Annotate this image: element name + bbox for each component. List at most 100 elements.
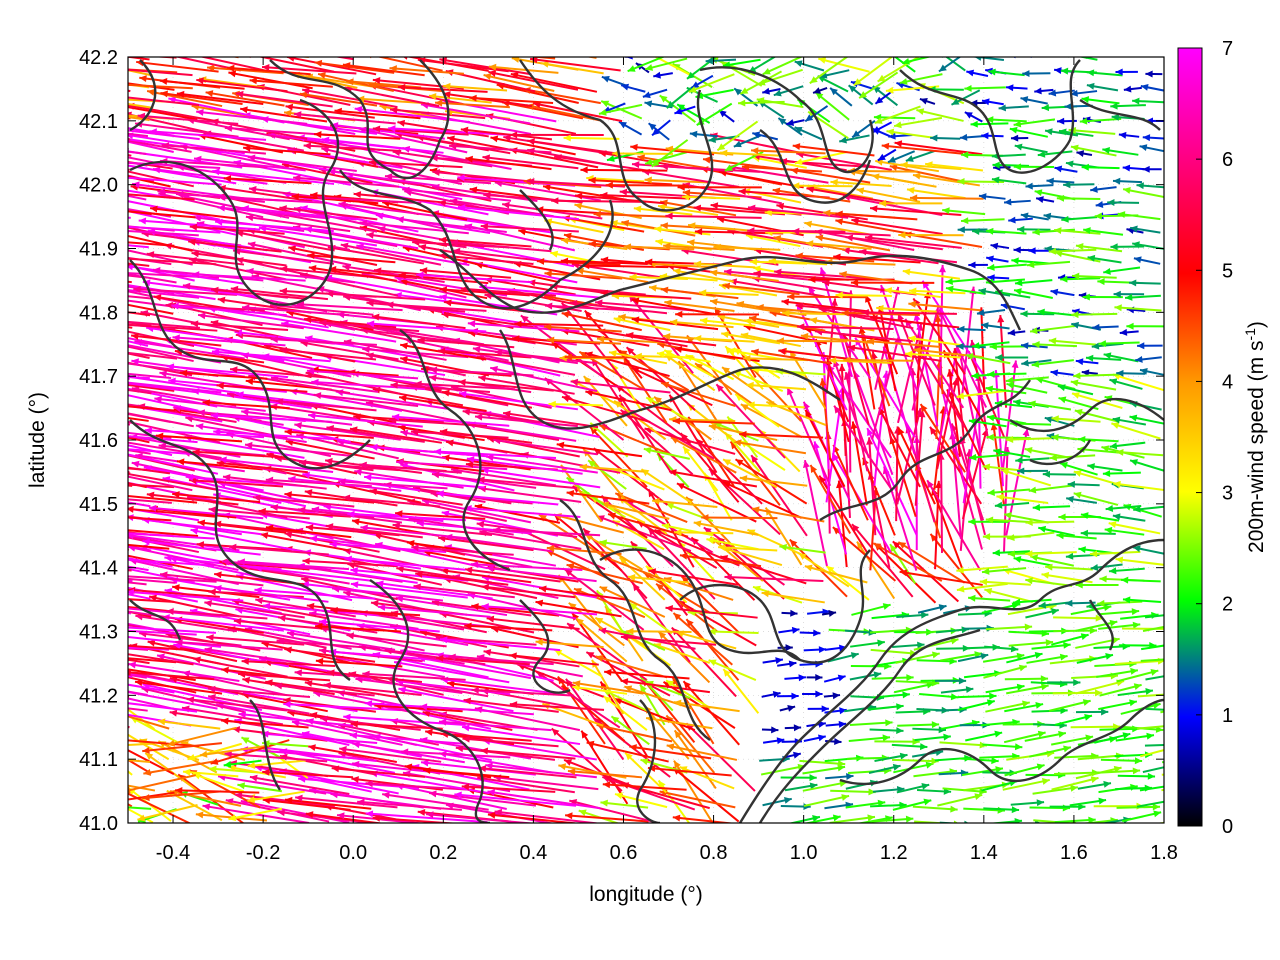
wind-arrow	[988, 68, 1025, 77]
wind-arrow	[293, 111, 396, 125]
wind-arrow	[546, 336, 622, 345]
wind-arrow	[998, 104, 1029, 112]
wind-arrow	[247, 154, 357, 172]
wind-arrow	[455, 745, 556, 761]
wind-arrow	[1070, 604, 1112, 616]
wind-arrow	[128, 803, 133, 808]
wind-arrow	[128, 83, 193, 90]
wind-arrow	[342, 494, 441, 508]
wind-arrow	[1031, 359, 1074, 368]
contour-line	[839, 698, 1164, 786]
wind-arrow	[311, 378, 426, 391]
wind-arrow	[204, 646, 312, 666]
wind-arrow	[464, 566, 561, 583]
wind-arrow	[871, 674, 914, 682]
wind-arrow	[1112, 513, 1146, 522]
wind-arrow	[624, 752, 667, 794]
wind-arrow	[546, 545, 622, 555]
wind-arrow	[919, 693, 959, 701]
wind-arrow	[133, 285, 237, 296]
wind-arrow	[1025, 577, 1073, 587]
wind-arrow	[223, 759, 262, 768]
wind-arrow	[1054, 816, 1096, 823]
wind-arrow	[716, 536, 785, 600]
contour-line	[1088, 599, 1114, 651]
wind-arrow	[446, 135, 537, 156]
wind-arrow	[330, 606, 421, 617]
wind-arrow	[679, 765, 735, 790]
contour-line	[519, 599, 571, 694]
wind-arrow	[192, 448, 285, 459]
wind-arrow	[128, 675, 133, 678]
wind-arrow	[663, 349, 714, 378]
wind-arrow	[1038, 525, 1075, 537]
wind-arrow	[893, 116, 943, 129]
wind-arrow	[1100, 757, 1143, 765]
wind-arrow	[1071, 672, 1119, 680]
wind-arrow	[1110, 102, 1146, 110]
wind-arrow	[1123, 503, 1162, 518]
wind-arrow	[382, 791, 489, 811]
wind-arrow	[128, 241, 175, 247]
y-tick-label: 41.3	[79, 622, 118, 644]
wind-arrow	[128, 294, 129, 297]
wind-arrow	[395, 510, 486, 520]
wind-arrow	[350, 720, 443, 730]
wind-arrow	[1112, 177, 1143, 185]
wind-arrow	[308, 744, 397, 763]
wind-arrow	[980, 322, 1010, 330]
wind-arrow	[856, 187, 921, 203]
wind-arrow	[666, 743, 738, 761]
wind-arrow	[295, 794, 398, 809]
wind-arrow	[1129, 459, 1164, 472]
wind-arrow	[445, 439, 537, 458]
wind-arrow	[458, 378, 554, 392]
wind-arrow	[509, 131, 604, 139]
wind-arrow	[279, 346, 377, 361]
wind-arrow	[128, 516, 172, 522]
wind-arrow	[128, 739, 200, 748]
wind-arrow	[11, 529, 126, 539]
wind-arrow	[1035, 196, 1055, 204]
colorbar-tick-label: 2	[1222, 594, 1233, 616]
wind-arrow	[784, 724, 802, 732]
contour-line	[439, 249, 1022, 331]
wind-arrow	[509, 652, 599, 666]
wind-arrow	[802, 690, 823, 698]
contour-line	[599, 548, 801, 661]
wind-arrow	[956, 342, 986, 350]
contour-line	[499, 329, 841, 430]
wind-arrow	[985, 255, 1009, 263]
wind-arrow	[128, 658, 150, 665]
wind-arrow	[262, 768, 354, 779]
wind-arrow	[805, 240, 872, 250]
wind-arrow	[912, 805, 958, 813]
wind-arrow	[241, 205, 357, 221]
wind-arrow	[128, 624, 176, 635]
wind-arrow	[780, 803, 811, 811]
wind-arrow	[961, 766, 1004, 777]
wind-arrow	[1008, 216, 1033, 224]
wind-arrow	[1070, 89, 1098, 97]
wind-arrow	[302, 557, 398, 568]
wind-arrow	[825, 720, 847, 728]
wind-arrow	[128, 557, 173, 568]
wind-arrow	[1057, 384, 1094, 396]
wind-arrow	[627, 57, 666, 73]
wind-arrow	[693, 520, 759, 536]
wind-arrow	[128, 351, 178, 360]
wind-arrow	[182, 768, 239, 778]
wind-arrow	[1048, 337, 1097, 346]
wind-arrow	[192, 57, 194, 58]
wind-arrow	[449, 142, 552, 154]
wind-arrow	[149, 205, 239, 220]
wind-arrow	[1142, 134, 1164, 142]
wind-arrow	[976, 309, 1006, 317]
wind-arrow	[344, 555, 466, 571]
wind-arrow	[230, 285, 329, 301]
wind-arrow	[128, 103, 154, 109]
wind-arrow	[1047, 679, 1081, 686]
wind-arrow	[656, 350, 711, 363]
wind-arrow	[870, 351, 893, 443]
wind-arrow	[128, 691, 218, 710]
